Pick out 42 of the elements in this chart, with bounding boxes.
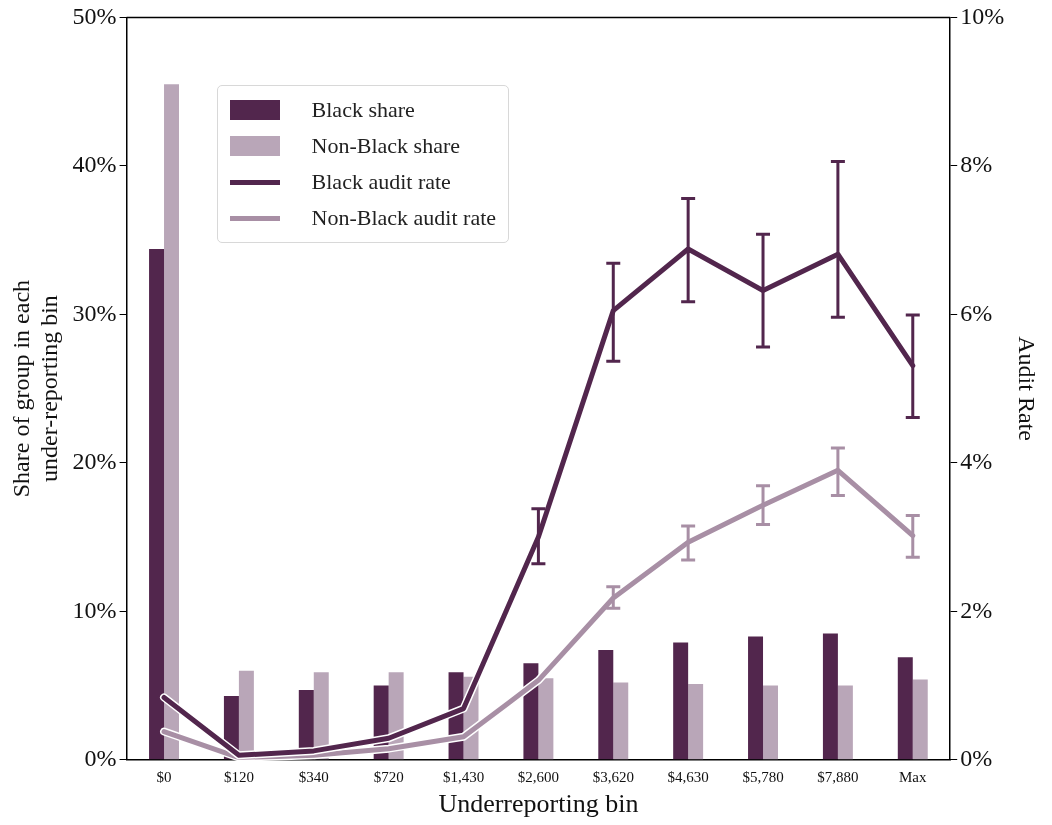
x-tick-label: Max	[899, 768, 928, 785]
y2-tick-label: 6%	[960, 299, 993, 326]
y2-tick-label: 2%	[960, 596, 993, 623]
x-tick-label: $5,780	[742, 768, 784, 785]
legend-label: Black audit rate	[311, 169, 451, 196]
bar	[164, 84, 179, 760]
x-tick-label: $3,620	[592, 768, 634, 785]
bar	[897, 657, 913, 760]
y2-tick-label: 10%	[960, 2, 1005, 29]
x-tick-label: $1,430	[442, 768, 485, 785]
y-tick-label: 10%	[72, 596, 117, 623]
x-tick-label: $4,630	[667, 768, 709, 785]
x-tick-label: $7,880	[817, 768, 859, 785]
bar	[673, 642, 689, 760]
y-tick-label: 0%	[84, 745, 117, 772]
bar	[598, 649, 614, 760]
bar	[822, 633, 838, 760]
x-tick-label: $0	[156, 768, 172, 785]
bar	[613, 682, 629, 760]
y2-axis-title: Audit Rate	[1014, 336, 1041, 441]
y-tick-label: 50%	[72, 2, 117, 29]
x-tick-label: $720	[373, 768, 404, 785]
y2-tick-label: 8%	[960, 151, 993, 178]
bar	[538, 678, 554, 760]
y2-tick-label: 4%	[960, 448, 993, 475]
y-tick-label: 30%	[72, 299, 117, 326]
legend-label: Non-Black share	[311, 133, 461, 160]
y-tick-label: 20%	[72, 448, 117, 475]
bar	[688, 684, 704, 760]
x-tick-label: $120	[223, 768, 254, 785]
y-axis-title: Share of group in each under-reporting bin	[7, 279, 63, 498]
legend-label: Non-Black audit rate	[311, 205, 497, 232]
y2-tick-label: 0%	[960, 745, 993, 772]
legend-label: Black share	[311, 97, 415, 124]
x-axis-title: Underreporting bin	[438, 789, 639, 819]
x-tick-label: $340	[298, 768, 329, 785]
y-tick-label: 40%	[72, 151, 117, 178]
x-tick-label: $2,600	[517, 768, 560, 785]
bar	[912, 679, 928, 760]
bar	[837, 685, 853, 760]
bar	[748, 636, 764, 760]
bar	[763, 685, 778, 760]
